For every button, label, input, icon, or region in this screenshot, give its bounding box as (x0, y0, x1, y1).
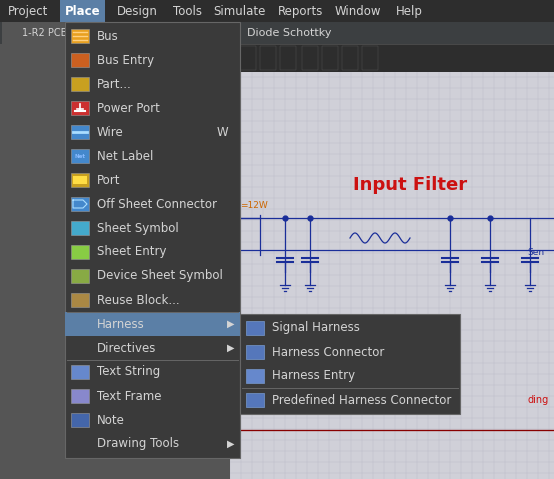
Text: Note: Note (97, 413, 125, 426)
Bar (71, 101, 89, 115)
Bar (71, 221, 89, 235)
Bar (230, 44, 554, 72)
Text: 3: 3 (447, 47, 453, 57)
Text: Reports: Reports (278, 4, 324, 18)
Text: Signal Harness: Signal Harness (272, 321, 360, 334)
Text: Tools: Tools (173, 4, 202, 18)
Text: Device Sheet Symbol: Device Sheet Symbol (97, 270, 223, 283)
Text: Sen: Sen (527, 248, 544, 256)
Bar (322, 46, 338, 70)
Text: Project: Project (8, 4, 48, 18)
Bar (71, 29, 89, 43)
Text: Part...: Part... (97, 78, 132, 91)
Text: Bus Entry: Bus Entry (97, 54, 154, 67)
Text: Diode Schottky: Diode Schottky (247, 28, 331, 38)
Bar (71, 293, 89, 307)
Bar (71, 53, 89, 67)
Bar (230, 0, 554, 479)
Text: Sheet Symbol: Sheet Symbol (97, 221, 179, 235)
Bar (71, 149, 89, 163)
Text: Help: Help (396, 4, 423, 18)
Bar (0, 0, 554, 22)
Bar (0, 44, 230, 479)
Text: Place: Place (65, 4, 100, 18)
Text: Harness: Harness (97, 318, 145, 331)
Text: ▶: ▶ (227, 319, 234, 329)
Text: Simulate: Simulate (213, 4, 265, 18)
Text: Input Filter: Input Filter (353, 176, 467, 194)
Bar (246, 393, 264, 407)
Bar (280, 46, 296, 70)
Bar (246, 321, 264, 335)
Text: Net Label: Net Label (97, 149, 153, 162)
Bar (71, 77, 89, 91)
Bar (71, 245, 89, 259)
Bar (260, 46, 276, 70)
Bar (60, 0, 105, 22)
Text: Predefined Harness Connector: Predefined Harness Connector (272, 394, 452, 407)
Bar (65, 312, 240, 336)
Text: ▶: ▶ (227, 343, 234, 353)
Text: W: W (217, 125, 228, 138)
Text: Drawing Tools: Drawing Tools (97, 437, 179, 451)
Bar (71, 125, 89, 139)
Text: Wire: Wire (97, 125, 124, 138)
Bar (362, 46, 378, 70)
Text: ding: ding (528, 395, 549, 405)
Text: Text String: Text String (97, 365, 160, 378)
Text: Design: Design (117, 4, 158, 18)
Bar (342, 46, 358, 70)
Bar (71, 413, 89, 427)
Text: 2: 2 (347, 47, 353, 57)
Text: Sheet Entry: Sheet Entry (97, 246, 167, 259)
Bar (71, 269, 89, 283)
Text: Reuse Block...: Reuse Block... (97, 294, 179, 307)
Bar (65, 22, 240, 458)
Bar (71, 389, 89, 403)
Bar (2, 22, 107, 44)
Text: =12W: =12W (240, 201, 268, 209)
Bar (73, 176, 87, 184)
Text: Power Port: Power Port (97, 102, 160, 114)
Bar (71, 365, 89, 379)
Text: Harness Entry: Harness Entry (272, 369, 355, 383)
Text: Net: Net (74, 153, 85, 159)
Text: Port: Port (97, 173, 121, 186)
Bar (71, 197, 89, 211)
Text: Off Sheet Connector: Off Sheet Connector (97, 197, 217, 210)
Text: ▶: ▶ (227, 439, 234, 449)
Text: Text Frame: Text Frame (97, 389, 162, 402)
Text: 1-R2 PCB.Pcb: 1-R2 PCB.Pcb (22, 28, 88, 38)
Bar (71, 173, 89, 187)
Text: Window: Window (335, 4, 382, 18)
Bar (302, 46, 318, 70)
Bar (0, 22, 554, 44)
Bar (240, 46, 256, 70)
Bar (240, 314, 460, 414)
Text: Directives: Directives (97, 342, 156, 354)
Text: Harness Connector: Harness Connector (272, 345, 384, 358)
Bar (246, 369, 264, 383)
Bar (246, 345, 264, 359)
Text: Bus: Bus (97, 30, 119, 43)
